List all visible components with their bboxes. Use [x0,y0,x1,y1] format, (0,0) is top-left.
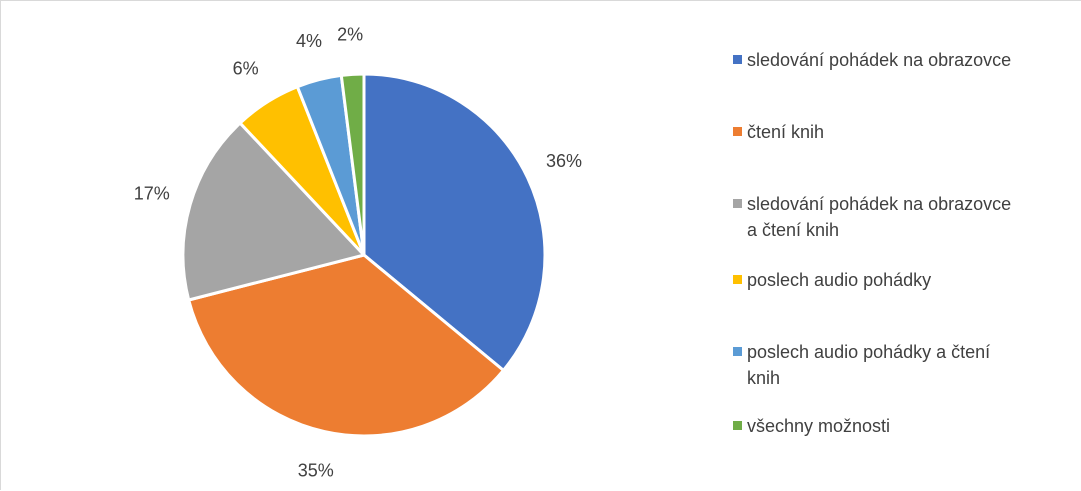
data-label-audio: 6% [233,58,259,78]
legend-swatch-screen [733,55,742,64]
legend-label-screen-and-books: a čtení knih [747,220,840,240]
legend-label-all-options: všechny možnosti [747,416,891,436]
legend-swatch-audio [733,275,742,284]
legend-swatch-audio-and-books [733,347,742,356]
pie-slice-books [187,253,505,438]
legend-swatch-books [733,127,742,136]
data-label-books: 35% [298,461,334,481]
data-label-screen: 36% [546,151,582,171]
legend-swatch-all-options [733,421,742,430]
pie-slice-screen-and-books [181,121,366,302]
legend-label-audio-and-books: poslech audio pohádky a čtení [747,342,991,362]
chart-legend: sledování pohádek na obrazovce čtení knih… [733,1,1073,491]
legend-label-books: čtení knih [747,122,825,142]
legend-label-screen-and-books: sledování pohádek na obrazovce [747,194,1012,214]
data-label-all-options: 2% [337,24,363,44]
legend-label-screen: sledování pohádek na obrazovce [747,50,1012,70]
data-label-screen-and-books: 17% [134,183,170,203]
pie-slice-all-options [339,72,366,257]
data-label-audio-and-books: 4% [296,31,322,51]
legend-label-audio: poslech audio pohádky [747,270,932,290]
legend-label-audio-and-books: knih [747,368,781,388]
legend-swatch-screen-and-books [733,199,742,208]
pie-slice-screen [362,72,547,372]
